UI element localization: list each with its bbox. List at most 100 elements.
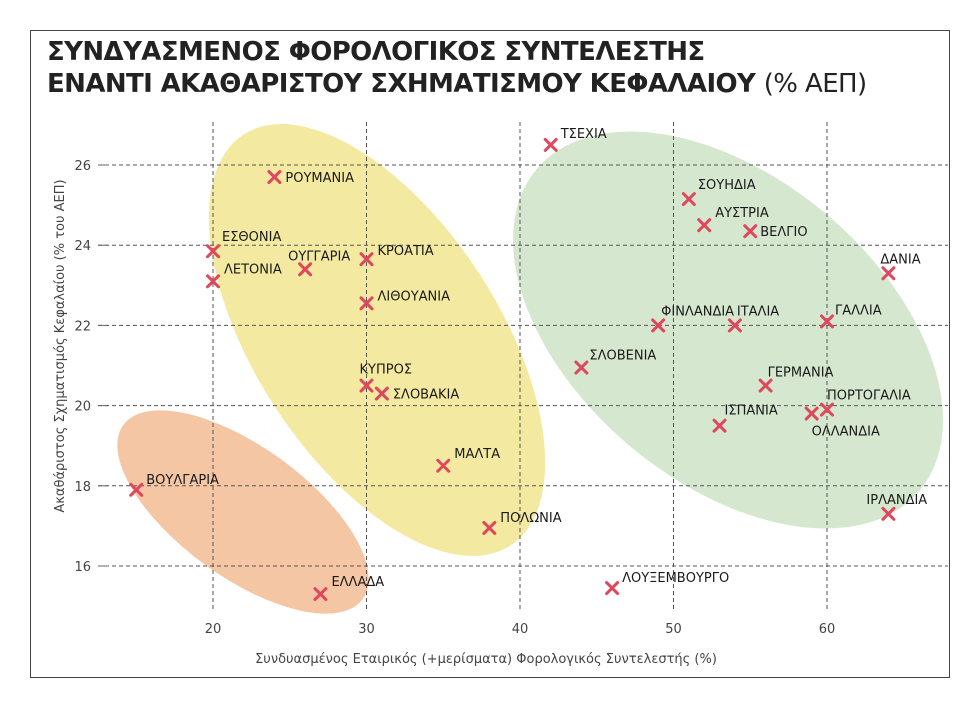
point-label: ΓΕΡΜΑΝΙΑ [768,366,834,381]
data-point: ΙΣΠΑΝΙΑ [712,404,778,433]
point-label: ΙΣΠΑΝΙΑ [725,404,778,419]
point-marker [436,458,451,473]
point-label: ΣΛΟΒΑΚΙΑ [393,388,460,403]
cluster-orange [117,410,369,614]
point-marker [313,587,328,602]
point-marker [359,252,374,267]
data-point: ΚΥΠΡΟΣ [359,363,412,393]
title-line-1: ΣΥΝΔΥΑΣΜΕΝΟΣ ΦΟΡΟΛΟΓΙΚΟΣ ΣΥΝΤΕΛΕΣΤΗΣ [47,37,705,67]
data-point: ΣΛΟΒΕΝΙΑ [574,349,656,375]
point-marker [804,406,819,421]
point-marker [605,581,620,596]
data-point: ΑΥΣΤΡΙΑ [697,206,769,233]
point-marker [712,418,727,433]
data-point: ΒΟΥΛΓΑΡΙΑ [129,473,219,497]
point-marker [881,266,896,281]
points-layer: ΡΟΥΜΑΝΙΑ ΕΣΘΟΝΙΑ ΛΕΤΟΝΙΑ ΟΥΓΓΑΡΙΑ ΚΡΟΑΤΙΑ ΛΙΘ… [129,127,927,602]
y-tick-label: 22 [74,319,91,334]
point-marker [651,318,666,333]
data-point: ΦΙΝΛΑΝΔΙΑ [651,304,734,333]
point-marker [298,262,313,277]
y-axis-label: Ακαθάριστος Σχηματισμός Κεφαλαίου (% του… [53,179,68,512]
point-marker [267,170,282,185]
data-point: ΣΟΥΗΔΙΑ [681,178,756,207]
data-point: ΙΤΑΛΙΑ [727,304,779,333]
data-point: ΛΕΤΟΝΙΑ [206,262,282,289]
point-label: ΛΙΘΟΥΑΝΙΑ [378,289,451,304]
point-marker [727,318,742,333]
point-marker [820,314,834,329]
cluster-layer [117,124,943,614]
x-tick-label: 60 [819,622,836,637]
data-point: ΛΙΘΟΥΑΝΙΑ [359,289,451,311]
data-point: ΕΣΘΟΝΙΑ [206,230,281,259]
point-marker [697,218,712,233]
data-point: ΓΑΛΛΙΑ [820,303,882,329]
point-label: ΠΟΡΤΟΓΑΛΙΑ [827,389,911,404]
point-label: ΔΑΝΙΑ [880,252,920,267]
point-marker [359,378,374,393]
x-axis-label: Συνδυασμένος Εταιρικός (+μερίσματα) Φορο… [255,652,717,667]
y-tick-label: 18 [74,480,91,495]
point-label: ΕΣΘΟΝΙΑ [222,230,281,245]
data-point: ΒΕΛΓΙΟ [743,224,808,240]
data-point: ΟΥΓΓΑΡΙΑ [288,249,350,277]
x-tick-label: 40 [512,622,529,637]
data-point: ΠΟΡΤΟΓΑΛΙΑ [820,389,911,417]
point-marker [681,192,696,207]
point-label: ΡΟΥΜΑΝΙΑ [285,171,354,186]
point-label: ΙΡΛΑΝΔΙΑ [866,493,927,508]
data-point: ΠΟΛΩΝΙΑ [482,511,562,535]
point-label: ΛΕΤΟΝΙΑ [224,262,282,277]
data-point: ΟΛΛΑΝΔΙΑ [804,406,880,440]
point-label: ΤΣΕΧΙΑ [560,127,607,142]
x-tick-label: 20 [205,622,222,637]
point-marker [574,360,589,375]
point-marker [206,244,220,259]
point-label: ΠΟΛΩΝΙΑ [500,511,561,526]
data-point: ΜΑΛΤΑ [436,447,500,473]
data-point: ΡΟΥΜΑΝΙΑ [267,170,354,186]
point-marker [129,482,144,497]
point-label: ΒΟΥΛΓΑΡΙΑ [146,473,219,488]
point-marker [820,402,834,417]
point-label: ΦΙΝΛΑΝΔΙΑ [661,304,734,319]
point-marker [543,137,558,152]
x-tick-label: 30 [358,622,375,637]
point-label: ΑΥΣΤΡΙΑ [715,206,769,221]
cluster-yellow [208,124,546,556]
cluster-green [513,131,943,529]
data-point: ΓΕΡΜΑΝΙΑ [758,366,834,393]
point-label: ΛΟΥΞΕΜΒΟΥΡΓΟ [622,571,729,586]
point-label: ΟΥΓΓΑΡΙΑ [288,249,350,264]
data-point: ΕΛΛΑΔΑ [313,575,384,602]
data-point: ΛΟΥΞΕΜΒΟΥΡΓΟ [605,571,729,596]
point-label: ΜΑΛΤΑ [454,447,500,462]
point-label: ΚΡΟΑΤΙΑ [378,244,434,259]
point-marker [482,520,497,535]
grid-layer [98,122,948,612]
y-tick-labels: 16 18 20 22 24 26 [74,159,91,575]
data-point: ΔΑΝΙΑ [880,252,921,281]
point-label: ΣΛΟΒΕΝΙΑ [589,349,656,364]
data-point: ΚΡΟΑΤΙΑ [359,244,434,267]
title-line-2-text: ΕΝΑΝΤΙ ΑΚΑΘΑΡΙΣΤΟΥ ΣΧΗΜΑΤΙΣΜΟΥ ΚΕΦΑΛΑΙΟΥ [47,69,756,99]
point-marker [374,386,389,401]
point-label: ΓΑΛΛΙΑ [835,303,882,318]
title-line-2: ΕΝΑΝΤΙ ΑΚΑΘΑΡΙΣΤΟΥ ΣΧΗΜΑΤΙΣΜΟΥ ΚΕΦΑΛΑΙΟΥ… [47,68,927,100]
x-tick-label: 50 [665,622,682,637]
point-label: ΒΕΛΓΙΟ [760,225,807,240]
point-marker [758,378,773,393]
y-tick-label: 20 [74,400,91,415]
point-label: ΕΛΛΑΔΑ [331,575,384,590]
point-label: ΙΤΑΛΙΑ [737,304,779,319]
point-marker [206,274,220,289]
x-tick-labels: 20 30 40 50 60 [205,622,836,637]
data-point: ΙΡΛΑΝΔΙΑ [866,493,927,521]
chart-title: ΣΥΝΔΥΑΣΜΕΝΟΣ ΦΟΡΟΛΟΓΙΚΟΣ ΣΥΝΤΕΛΕΣΤΗΣ ΕΝΑ… [47,36,927,100]
data-point: ΤΣΕΧΙΑ [543,127,607,152]
y-tick-label: 24 [74,239,91,254]
data-point: ΣΛΟΒΑΚΙΑ [374,386,460,403]
title-unit: (% ΑΕΠ) [763,69,867,99]
